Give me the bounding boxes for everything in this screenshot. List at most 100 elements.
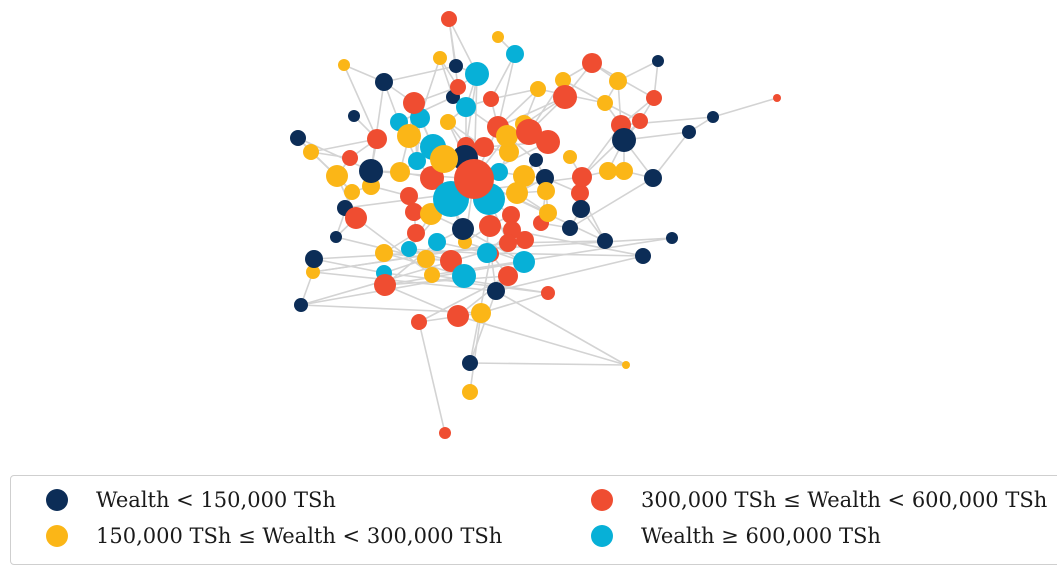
graph-node-low — [487, 282, 505, 300]
graph-node-lower-mid — [492, 31, 504, 43]
graph-node-low — [330, 231, 342, 243]
graph-node-upper-mid — [572, 167, 592, 187]
graph-node-lower-mid — [433, 51, 447, 65]
graph-node-low — [462, 355, 478, 371]
graph-node-high — [408, 152, 426, 170]
legend-label-low: Wealth < 150,000 TSh — [96, 488, 336, 512]
legend-label-upper-mid: 300,000 TSh ≤ Wealth < 600,000 TSh — [641, 488, 1048, 512]
graph-edge — [469, 290, 497, 364]
graph-node-upper-mid — [479, 215, 501, 237]
graph-edge — [495, 255, 644, 292]
graph-edge — [310, 138, 378, 153]
graph-node-upper-mid — [411, 314, 427, 330]
graph-node-low — [290, 130, 306, 146]
graph-node-upper-mid — [499, 234, 517, 252]
graph-node-low — [449, 59, 463, 73]
graph-node-lower-mid — [326, 165, 348, 187]
graph-node-lower-mid — [397, 124, 421, 148]
graph-node-lower-mid — [390, 162, 410, 182]
graph-node-upper-mid — [582, 53, 602, 73]
graph-node-high — [452, 264, 476, 288]
graph-node-upper-mid — [420, 166, 444, 190]
graph-node-lower-mid — [622, 361, 630, 369]
graph-node-low — [635, 248, 651, 264]
graph-node-lower-mid — [499, 142, 519, 162]
graph-node-upper-mid — [405, 203, 423, 221]
graph-node-lower-mid — [555, 72, 571, 88]
graph-node-upper-mid — [400, 187, 418, 205]
graph-edge — [712, 97, 778, 118]
graph-edge — [469, 362, 627, 366]
legend-item-low: Wealth < 150,000 TSh — [46, 485, 336, 515]
legend-label-high: Wealth ≥ 600,000 TSh — [641, 524, 881, 548]
graph-node-low — [562, 220, 578, 236]
graph-edge — [652, 131, 690, 179]
graph-node-lower-mid — [597, 95, 613, 111]
graph-node-high — [456, 97, 476, 117]
graph-node-low — [597, 233, 613, 249]
graph-node-low — [536, 169, 554, 187]
graph-node-lower-mid — [513, 165, 535, 187]
legend-swatch-lower-mid — [46, 525, 68, 547]
graph-edge — [497, 96, 566, 128]
graph-node-upper-mid — [474, 137, 494, 157]
graph-node-upper-mid — [374, 274, 396, 296]
graph-node-low — [348, 110, 360, 122]
graph-edge — [398, 96, 454, 123]
graph-node-high — [506, 45, 524, 63]
legend-item-upper-mid: 300,000 TSh ≤ Wealth < 600,000 TSh — [591, 485, 1047, 515]
graph-node-upper-mid — [450, 79, 466, 95]
graph-edge — [480, 292, 549, 314]
graph-node-upper-mid — [498, 266, 518, 286]
graph-node-high — [465, 62, 489, 86]
graph-node-low — [359, 159, 383, 183]
graph-node-low — [707, 111, 719, 123]
graph-node-low — [682, 125, 696, 139]
graph-node-high — [428, 233, 446, 251]
graph-edge — [497, 53, 516, 128]
graph-node-high — [401, 241, 417, 257]
graph-node-lower-mid — [424, 267, 440, 283]
graph-node-upper-mid — [367, 129, 387, 149]
legend-swatch-low — [46, 489, 68, 511]
graph-node-lower-mid — [496, 125, 518, 147]
graph-edge — [490, 88, 539, 100]
graph-node-lower-mid — [563, 150, 577, 164]
graph-node-upper-mid — [571, 184, 589, 202]
graph-node-lower-mid — [506, 182, 528, 204]
graph-edge — [383, 65, 457, 83]
graph-node-upper-mid — [342, 150, 358, 166]
graph-node-lower-mid — [417, 250, 435, 268]
graph-node-high — [513, 251, 535, 273]
legend-label-lower-mid: 150,000 TSh ≤ Wealth < 300,000 TSh — [96, 524, 503, 548]
graph-node-low — [375, 73, 393, 91]
graph-node-upper-mid — [516, 119, 542, 145]
graph-node-lower-mid — [375, 244, 393, 262]
graph-node-upper-mid — [454, 159, 494, 199]
graph-node-low — [452, 218, 474, 240]
legend: Wealth < 150,000 TSh 300,000 TSh ≤ Wealt… — [10, 475, 1057, 565]
graph-node-lower-mid — [599, 162, 617, 180]
graph-edge — [313, 258, 385, 274]
graph-node-low — [305, 250, 323, 268]
graph-node-low — [644, 169, 662, 187]
graph-node-upper-mid — [553, 85, 577, 109]
graph-edge — [343, 64, 378, 140]
graph-node-low — [572, 200, 590, 218]
graph-node-upper-mid — [447, 305, 469, 327]
graph-node-lower-mid — [539, 204, 557, 222]
graph-node-upper-mid — [541, 286, 555, 300]
graph-node-upper-mid — [440, 250, 462, 272]
graph-node-upper-mid — [646, 90, 662, 106]
graph-node-upper-mid — [632, 113, 648, 129]
graph-node-upper-mid — [536, 130, 560, 154]
graph-node-low — [612, 128, 636, 152]
graph-node-lower-mid — [609, 72, 627, 90]
graph-node-lower-mid — [430, 145, 458, 173]
graph-node-lower-mid — [471, 303, 491, 323]
graph-node-low — [666, 232, 678, 244]
graph-node-high — [490, 163, 508, 181]
graph-edge — [297, 137, 372, 172]
graph-node-lower-mid — [615, 162, 633, 180]
graph-node-lower-mid — [306, 265, 320, 279]
